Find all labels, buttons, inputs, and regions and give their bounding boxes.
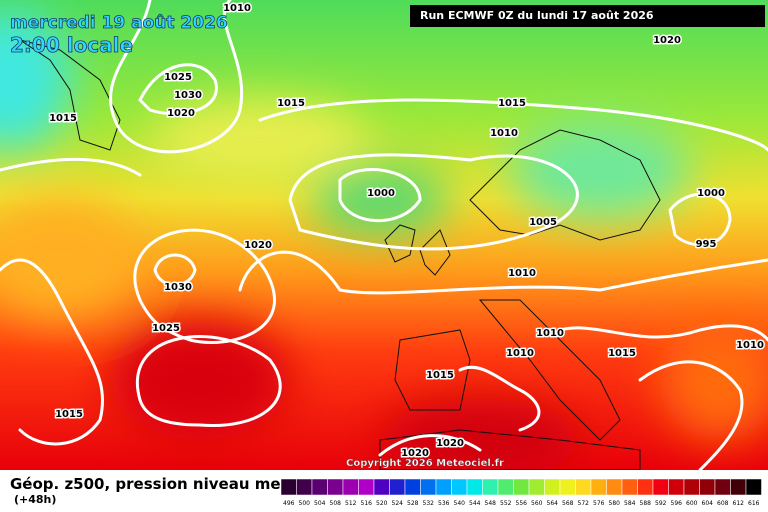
isobar-label: 1015 — [498, 98, 526, 109]
scale-swatch — [420, 478, 437, 496]
scale-label: 592 — [655, 500, 667, 507]
isobar-label: 1005 — [529, 217, 557, 228]
scale-swatch — [513, 478, 530, 496]
isobar-label: 995 — [696, 239, 717, 250]
isobar-label: 1010 — [223, 3, 251, 14]
scale-swatch — [466, 478, 483, 496]
isobar-label: 1010 — [736, 340, 764, 351]
scale-label: 540 — [454, 500, 466, 507]
scale-swatch — [327, 478, 344, 496]
scale-label: 580 — [609, 500, 621, 507]
scale-swatch — [699, 478, 716, 496]
isobar-label: 1025 — [164, 72, 192, 83]
scale-label: 496 — [283, 500, 295, 507]
scale-label: 612 — [733, 500, 745, 507]
scale-label: 584 — [624, 500, 636, 507]
color-scale: 496 500 504 508 512 516 520 524 528 532 536 540 544 5… — [280, 478, 762, 507]
scale-swatch — [404, 478, 421, 496]
isobar-label: 1020 — [401, 448, 429, 459]
footer-lead: (+48h) — [14, 493, 56, 506]
isobar-label: 1020 — [436, 438, 464, 449]
scale-swatch — [497, 478, 514, 496]
scale-label: 516 — [361, 500, 373, 507]
isobar-label: 1000 — [697, 188, 725, 199]
scale-label: 616 — [748, 500, 760, 507]
isobar-label: 1010 — [508, 268, 536, 279]
isobars — [0, 0, 768, 470]
scale-label: 500 — [299, 500, 311, 507]
scale-swatch — [637, 478, 654, 496]
footer-title: Géop. z500, pression niveau mer — [10, 475, 289, 493]
scale-swatch — [730, 478, 747, 496]
scale-label: 576 — [593, 500, 605, 507]
isobar-label: 1000 — [367, 188, 395, 199]
scale-label: 548 — [485, 500, 497, 507]
scale-label: 524 — [392, 500, 404, 507]
map-date: mercredi 19 août 2026 — [10, 13, 228, 33]
scale-label: 508 — [330, 500, 342, 507]
scale-swatch — [559, 478, 576, 496]
scale-label: 544 — [469, 500, 481, 507]
isobar-label: 1020 — [167, 108, 195, 119]
scale-label: 512 — [345, 500, 357, 507]
isobar-label: 1015 — [55, 409, 83, 420]
scale-swatch — [280, 478, 297, 496]
isobar-label: 1010 — [536, 328, 564, 339]
isobar-label: 1010 — [490, 128, 518, 139]
isobar-label: 1020 — [653, 35, 681, 46]
isobar-label: 1030 — [174, 90, 202, 101]
scale-label: 596 — [671, 500, 683, 507]
scale-label: 588 — [640, 500, 652, 507]
scale-label: 504 — [314, 500, 326, 507]
copyright: Copyright 2026 Meteociel.fr — [346, 458, 504, 469]
scale-swatch — [342, 478, 359, 496]
scale-swatch — [621, 478, 638, 496]
scale-swatch — [528, 478, 545, 496]
scale-swatch — [652, 478, 669, 496]
run-box — [410, 5, 765, 27]
scale-label: 520 — [376, 500, 388, 507]
isobar-label: 1015 — [426, 370, 454, 381]
map-time: 2:00 locale — [10, 33, 133, 57]
isobar-label: 1015 — [49, 113, 77, 124]
scale-swatch — [435, 478, 452, 496]
isobar-label: 1020 — [244, 240, 272, 251]
scale-label: 604 — [702, 500, 714, 507]
scale-label: 564 — [547, 500, 559, 507]
scale-swatch — [389, 478, 406, 496]
scale-label: 572 — [578, 500, 590, 507]
scale-label: 556 — [516, 500, 528, 507]
scale-label: 532 — [423, 500, 435, 507]
scale-swatch — [714, 478, 731, 496]
isobar-label: 1025 — [152, 323, 180, 334]
scale-label: 608 — [717, 500, 729, 507]
isobar-label: 1015 — [277, 98, 305, 109]
scale-swatch — [606, 478, 623, 496]
scale-swatch — [668, 478, 685, 496]
scale-swatch — [683, 478, 700, 496]
isobar-label: 1030 — [164, 282, 192, 293]
scale-label: 560 — [531, 500, 543, 507]
scale-swatch — [745, 478, 762, 496]
isobar-labels: 1010 1020 1025 1030 1020 1015 1015 1015 1010 1000… — [48, 2, 766, 461]
scale-swatch — [575, 478, 592, 496]
scale-swatch — [358, 478, 375, 496]
scale-label: 528 — [407, 500, 419, 507]
scale-label: 600 — [686, 500, 698, 507]
scale-label: 536 — [438, 500, 450, 507]
run-info: Run ECMWF 0Z du lundi 17 août 2026 — [420, 9, 654, 22]
isobar-label: 1015 — [608, 348, 636, 359]
scale-swatch — [590, 478, 607, 496]
scale-swatch — [482, 478, 499, 496]
scale-swatch — [311, 478, 328, 496]
scale-swatch — [544, 478, 561, 496]
scale-label: 552 — [500, 500, 512, 507]
scale-swatch — [373, 478, 390, 496]
isobar-label: 1010 — [506, 348, 534, 359]
scale-swatch — [296, 478, 313, 496]
scale-label: 568 — [562, 500, 574, 507]
scale-swatch — [451, 478, 468, 496]
